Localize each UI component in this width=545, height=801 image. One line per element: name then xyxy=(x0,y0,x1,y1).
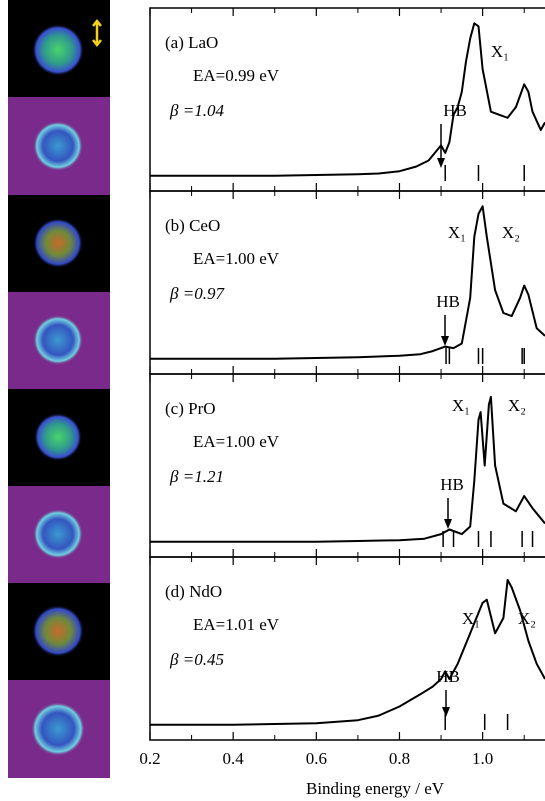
arrow-head xyxy=(441,336,449,346)
peak-label: HB xyxy=(436,292,460,311)
ea-label: EA=0.99 eV xyxy=(193,66,280,85)
x-tick-label: 0.8 xyxy=(389,749,410,768)
panel-title: (b) CeO xyxy=(165,216,220,235)
x-tick-label: 0.4 xyxy=(223,749,245,768)
peak-label: HB xyxy=(436,667,460,686)
spectrum-line xyxy=(150,578,545,726)
peak-label: HB xyxy=(440,475,464,494)
spectrum-line xyxy=(150,22,545,177)
peak-label: X₁ xyxy=(462,609,480,628)
panel-title: (c) PrO xyxy=(165,399,216,418)
beta-label: β =0.97 xyxy=(169,284,225,303)
peak-label: X₂ xyxy=(508,396,526,415)
panel-frame xyxy=(149,556,545,741)
peak-label: X₁ xyxy=(448,223,466,242)
ea-label: EA=1.00 eV xyxy=(193,249,280,268)
peak-label: X₁ xyxy=(491,42,509,61)
x-tick-label: 0.2 xyxy=(139,749,160,768)
peak-label: X₂ xyxy=(518,609,536,628)
arrow-head xyxy=(437,158,445,168)
x-tick-label: 1.0 xyxy=(472,749,493,768)
spectrum-line xyxy=(150,395,545,543)
ea-label: EA=1.00 eV xyxy=(193,432,280,451)
peak-label: HB xyxy=(443,101,467,120)
spectrum-line xyxy=(150,205,545,360)
arrow-head xyxy=(442,707,450,717)
beta-label: β =1.21 xyxy=(169,467,224,486)
image-strip xyxy=(8,0,110,778)
panel-title: (d) NdO xyxy=(165,582,222,601)
beta-label: β =1.04 xyxy=(169,101,224,120)
peak-label: X₂ xyxy=(502,223,520,242)
panel-title: (a) LaO xyxy=(165,33,218,52)
ea-label: EA=1.01 eV xyxy=(193,615,280,634)
x-axis-title: Binding energy / eV xyxy=(306,779,445,798)
arrow-head xyxy=(444,519,452,529)
beta-label: β =0.45 xyxy=(169,650,224,669)
x-tick-label: 0.6 xyxy=(306,749,327,768)
peak-label: X₁ xyxy=(452,396,470,415)
